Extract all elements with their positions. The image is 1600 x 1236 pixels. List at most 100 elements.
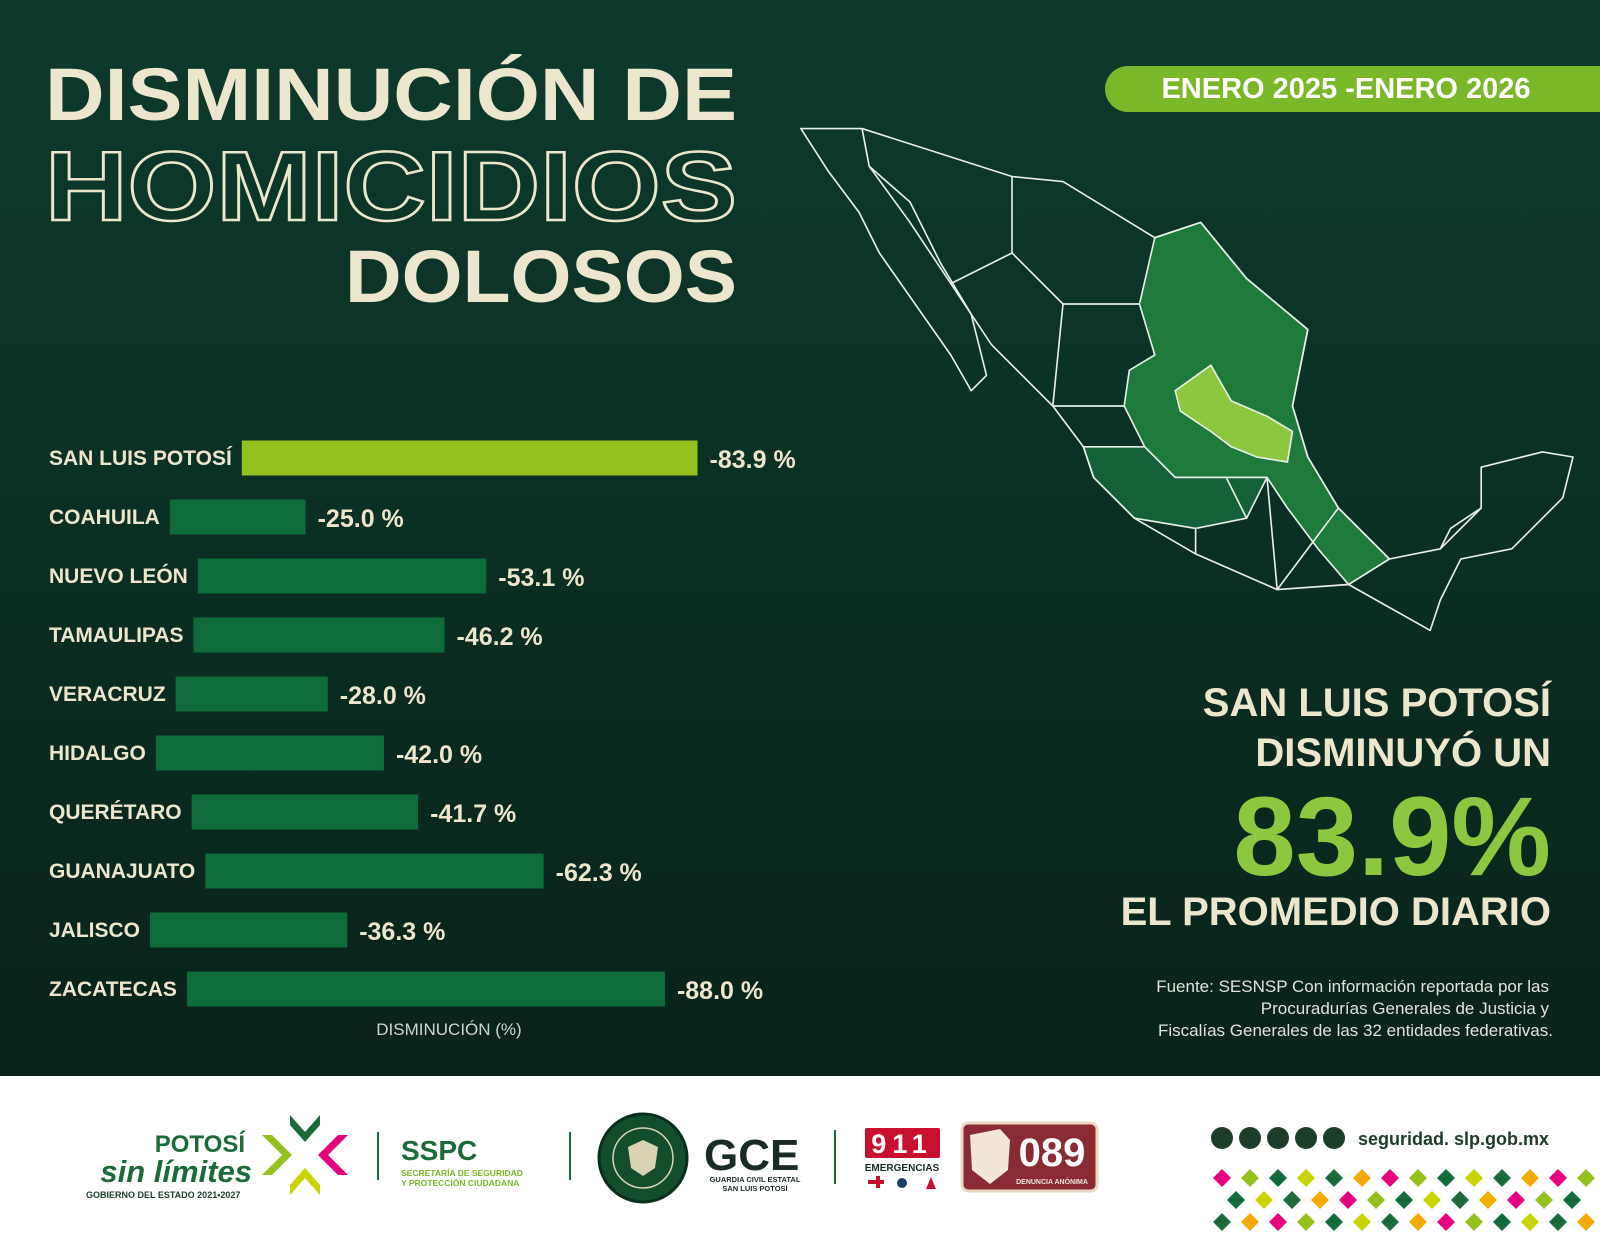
pattern-diamond [1409,1169,1427,1187]
badge-shield [628,1140,658,1176]
bar [197,558,487,594]
pattern-diamond [1395,1191,1413,1209]
category-label: JALISCO [49,919,140,942]
pattern-diamond [1507,1191,1525,1209]
map-outline [800,127,988,392]
emblem-chevron [290,1168,320,1195]
bar [241,440,698,476]
pattern-diamond [1549,1213,1567,1231]
emergency-label: EMERGENCIAS [865,1163,940,1174]
bar [175,676,328,712]
title-line: DISMINUCIÓN DE [45,53,737,136]
map-outline [861,127,1574,632]
pattern-diamond [1423,1191,1441,1209]
social-icon [1211,1127,1233,1149]
gov-logo-sub: GOBIERNO DEL ESTADO 2021•2027 [86,1190,240,1200]
bar [191,794,419,830]
bar [193,617,445,653]
map-borders [950,176,1482,591]
pattern-diamond [1311,1191,1329,1209]
title-line-outline: HOMICIDIOS [45,131,737,241]
bar [186,971,665,1007]
pattern-diamond [1437,1169,1455,1187]
emblem-chevron [318,1135,348,1175]
value-label: -42.0 % [396,741,482,769]
value-label: -28.0 % [340,682,426,710]
value-label: -25.0 % [318,505,404,533]
gce-name: GCE [704,1131,799,1180]
sspc-sub: SECRETARÍA DE SEGURIDAD [401,1168,523,1178]
pattern-diamond [1283,1191,1301,1209]
callout-figure: 83.9% [1233,774,1551,899]
pattern-diamond [1437,1213,1455,1231]
social-icons [1211,1127,1345,1149]
sspc-sub: Y PROTECCIÓN CIUDADANA [401,1177,519,1188]
emergency-number: 911 [871,1129,933,1159]
value-label: -88.0 % [677,977,763,1005]
pattern-diamond [1213,1213,1231,1231]
denuncia-label: DENUNCIA ANÓNIMA [1016,1177,1088,1186]
bar-chart: SAN LUIS POTOSÍ -83.9 % COAHUILA -25.0 % NUE… [49,440,796,1007]
source-line: Procuradurías Generales de Justicia y [1261,999,1550,1018]
pattern-diamond [1353,1213,1371,1231]
pattern-diamond [1521,1213,1539,1231]
category-label: COAHUILA [49,506,160,529]
pattern-diamond [1493,1213,1511,1231]
title-line: DOLOSOS [345,235,737,318]
website: seguridad. slp.gob.mx [1358,1129,1549,1149]
emergency-icon [868,1176,884,1188]
category-label: HIDALGO [49,742,146,765]
denuncia-number: 089 [1019,1131,1086,1175]
x-axis-title: DISMINUCIÓN (%) [376,1020,521,1039]
pattern-diamond [1409,1213,1427,1231]
bar [150,912,348,948]
pattern-diamond [1549,1169,1567,1187]
category-label: ZACATECAS [49,978,177,1001]
period-badge [1105,66,1600,112]
emergency-box [865,1128,940,1158]
bar [205,853,544,889]
pattern-diamond [1339,1191,1357,1209]
pattern-diamond [1241,1169,1259,1187]
category-label: QUERÉTARO [49,801,182,824]
gov-emblem [262,1115,348,1195]
pattern-diamond [1479,1191,1497,1209]
bar [155,735,384,771]
social-icon [1295,1127,1317,1149]
gce-sub: GUARDIA CIVIL ESTATAL [710,1175,801,1184]
pattern-diamond [1451,1191,1469,1209]
pattern-diamond [1521,1169,1539,1187]
pattern-diamond [1269,1169,1287,1187]
category-label: NUEVO LEÓN [49,564,188,588]
pattern-diamond [1353,1169,1371,1187]
pattern-diamond [1381,1169,1399,1187]
pattern-diamond [1325,1169,1343,1187]
gov-logo-top: POTOSÍ [155,1130,247,1158]
pattern-diamond [1465,1213,1483,1231]
decorative-pattern [1208,1166,1600,1236]
pattern-diamond [1213,1169,1231,1187]
social-icon [1239,1127,1261,1149]
category-label: GUANAJUATO [49,860,195,883]
pattern-diamond [1297,1213,1315,1231]
category-label: SAN LUIS POTOSÍ [49,447,233,470]
social-icon [1267,1127,1289,1149]
emergency-icon [926,1177,936,1189]
source-line: Fuente: SESNSP Con información reportada… [1156,977,1549,996]
value-label: -62.3 % [556,859,642,887]
gov-logo-main: sin límites [100,1154,252,1189]
category-label: VERACRUZ [49,683,166,706]
callout-line: DISMINUYÓ UN [1255,729,1551,775]
pattern-diamond [1367,1191,1385,1209]
pattern-diamond [1227,1191,1245,1209]
pattern-diamond [1255,1191,1273,1209]
bar [169,499,306,535]
social-icon [1323,1127,1345,1149]
gce-sub: SAN LUIS POTOSÍ [722,1184,788,1193]
pattern-diamond [1465,1169,1483,1187]
value-label: -36.3 % [359,918,445,946]
pattern-diamond [1577,1213,1595,1231]
callout-line: SAN LUIS POTOSÍ [1203,680,1552,725]
